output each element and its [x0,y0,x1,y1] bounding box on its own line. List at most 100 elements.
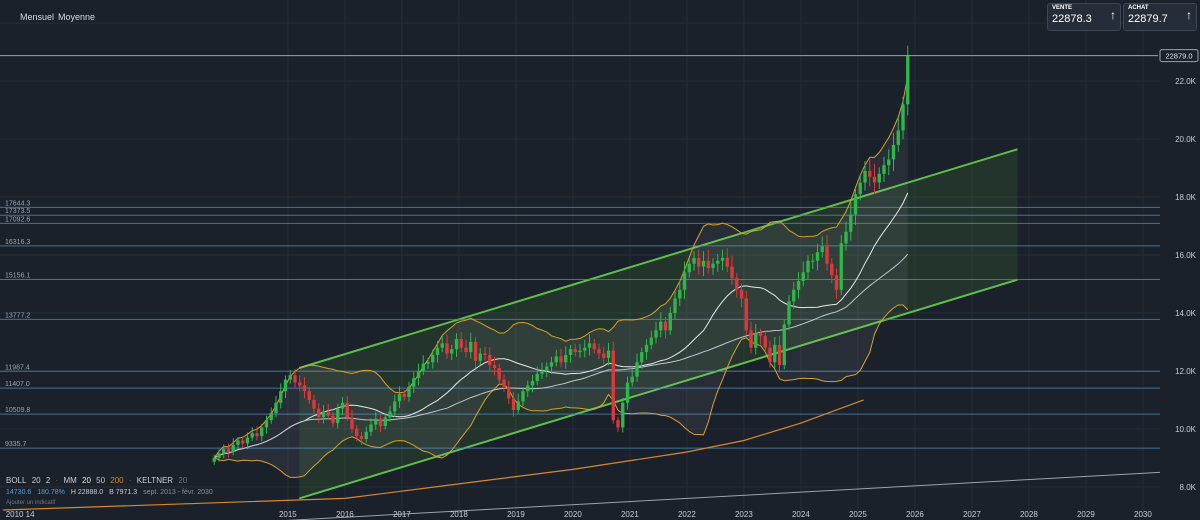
candle-body [492,365,497,369]
candle-body [611,350,615,421]
candle-body [445,343,449,354]
candle-body [768,347,772,363]
candle-body [825,246,829,264]
candle-body [706,260,710,269]
candle-body [302,385,307,392]
period-button[interactable]: Mensuel [20,12,55,22]
candle-body [630,376,634,383]
info-high: H 22888.0 [70,489,104,496]
x-tick-label: 2030 [1134,510,1152,519]
candle-body [250,433,254,438]
x-tick-label: 2016 [336,510,354,519]
candle-body [592,343,596,350]
boll-label[interactable]: BOLL [6,476,27,485]
candle-body [511,398,516,411]
candle-body [868,170,872,177]
x-tick-label: 2025 [849,510,867,519]
add-indicator-link[interactable]: Ajouter un indicatif [6,500,56,506]
candle-body [659,321,663,331]
candle-body [241,440,245,444]
bollinger-bands [213,76,909,479]
candle-body [863,170,867,183]
candle-body [635,362,639,377]
x-axis: 2010 14 2015 2016 2017 2018 2019 2020 2021 2022 20… [6,510,1153,519]
boll-period: 20 [31,476,41,485]
candle-body [321,411,326,418]
candle-body [568,349,573,355]
moving-averages [2,192,1161,520]
candle-body [834,275,839,290]
y-tick-label: 20.0K [1175,135,1197,144]
candle-body [811,260,815,262]
level-label: 16316.3 [5,239,30,246]
candle-body [364,431,368,440]
candle-body [264,420,269,428]
level-label: 17373.5 [5,208,30,215]
candle-body [663,321,668,331]
candle-body [773,344,777,363]
x-tick-label: 14 [26,510,35,519]
candle-body [378,418,383,426]
sell-quote-box[interactable]: VENTE 22878.3 ↑ [1047,3,1121,31]
candle-body [350,417,354,429]
candle-body [526,385,530,392]
candle-body [388,411,392,418]
candle-body [374,418,378,425]
candle-body [431,354,435,363]
candle-body [777,344,782,366]
candle-body [336,408,340,424]
candle-body [730,266,734,279]
y-tick-label: 8.0K [1180,483,1197,492]
y-tick-label: 22.0K [1175,77,1197,86]
x-tick-label: 2026 [906,510,924,519]
candle-body [279,391,283,403]
x-tick-label: 2018 [450,510,468,519]
keltner-label[interactable]: KELTNER [136,476,174,485]
candle-body [226,449,231,453]
x-tick-label: 2023 [735,510,753,519]
candle-body [801,272,805,282]
level-label: 9335.7 [5,441,27,448]
candle-body [245,437,250,444]
candle-body [616,420,620,428]
buy-quote-box[interactable]: ACHAT 22879.7 ↑ [1123,3,1197,31]
candle-body [507,386,511,399]
candle-body [872,176,877,183]
candle-body [606,350,611,358]
candle-body [222,449,226,454]
y-tick-label: 10.0K [1175,425,1197,434]
candle-body [697,257,701,267]
candle-body [402,394,406,397]
candle-body [853,194,858,215]
candle-body [858,182,862,195]
x-tick-label: 2021 [621,510,639,519]
x-tick-label: 2010 [6,510,24,519]
ma50-line [213,253,909,459]
candle-body [654,330,658,338]
candle-body [454,339,459,350]
candle-body [236,440,240,445]
candle-body [602,353,606,358]
candle-body [754,333,758,348]
ma200-line [2,399,864,511]
candle-body [383,417,387,426]
candle-body [421,363,425,371]
y-tick-label: 18.0K [1175,193,1197,202]
candle-body [644,344,649,353]
mm-label[interactable]: MM [63,476,77,485]
candle-body [516,401,520,411]
last-price-tag [1159,49,1199,63]
candle-body [887,159,891,166]
info-value: 14730.6 [6,489,32,496]
candle-body [545,366,549,371]
x-tick-label: 2015 [279,510,297,519]
candle-body [640,352,644,363]
candle-body [587,343,592,348]
candle-body [435,347,440,355]
candle-body [217,453,221,458]
chart-type-button[interactable]: Moyenne [58,12,96,22]
sell-value: 22878.3 [1052,13,1092,25]
candle-body [621,402,625,428]
candle-body [549,362,554,367]
